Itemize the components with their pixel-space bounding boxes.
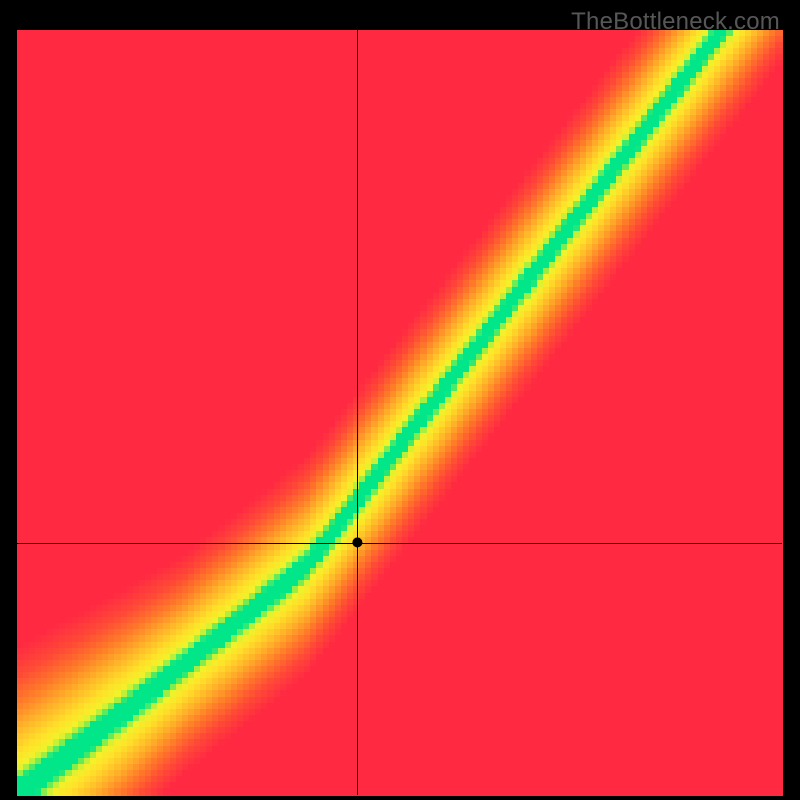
- watermark-text: TheBottleneck.com: [571, 8, 780, 36]
- chart-container: TheBottleneck.com: [0, 0, 800, 800]
- crosshair-overlay: [0, 0, 800, 800]
